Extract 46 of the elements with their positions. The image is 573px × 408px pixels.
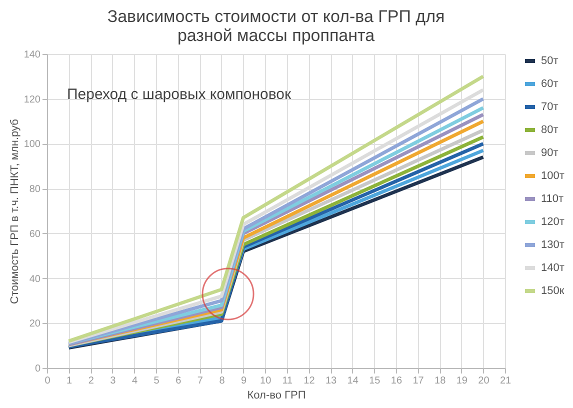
x-tick-label: 5 [154, 376, 160, 386]
x-tick-label: 18 [434, 376, 446, 386]
y-tick-label: 80 [29, 184, 41, 196]
x-tick-label: 16 [390, 376, 402, 386]
legend-label: 60т [541, 78, 558, 90]
x-tick-label: 20 [478, 376, 490, 386]
x-tick-label: 1 [66, 376, 73, 386]
x-tick-label: 10 [260, 376, 272, 386]
x-tick-label: 9 [241, 376, 248, 386]
text: разной массы проппанта [177, 26, 375, 45]
legend-label: 110т [541, 193, 564, 205]
x-tick-label: 13 [325, 376, 338, 386]
x-tick-label: 7 [197, 376, 204, 386]
x-tick-label: 21 [500, 376, 512, 386]
y-tick-label: 140 [24, 50, 41, 60]
x-axis-title: Кол-во ГРП [247, 390, 306, 402]
x-tick-label: 19 [456, 376, 468, 386]
x-tick-label: 15 [369, 376, 381, 386]
x-tick-label: 17 [412, 376, 424, 386]
x-tick-label: 6 [176, 376, 182, 386]
x-tick-label: 2 [88, 376, 94, 386]
legend-label: 150к [541, 285, 564, 297]
legend-label: 130т [541, 239, 564, 251]
y-tick-label: 120 [24, 94, 41, 106]
y-axis-title: Стоимость ГРП в т.ч. ПНКТ, млн.руб [8, 119, 21, 304]
legend-label: 80т [541, 124, 558, 136]
text: Зависимость стоимости от кол-ва ГРП для [107, 7, 445, 26]
y-tick-label: 40 [29, 274, 41, 285]
x-tick-label: 3 [110, 376, 116, 386]
legend-label: 120т [541, 216, 564, 228]
annotation: Переход с шаровых компоновок [67, 86, 292, 103]
legend-label: 50т [541, 55, 558, 67]
y-tick-label: 20 [29, 318, 41, 330]
legend-label: 140т [541, 262, 564, 274]
y-tick-label: 100 [24, 139, 41, 150]
x-tick-label: 0 [44, 376, 51, 386]
x-tick-label: 8 [219, 376, 226, 386]
legend-label: 100т [541, 170, 564, 182]
legend-label: 70т [541, 101, 558, 113]
y-tick-label: 60 [29, 228, 41, 240]
x-tick-label: 4 [132, 376, 138, 386]
x-tick-label: 14 [347, 376, 359, 386]
legend-label: 90т [541, 147, 558, 159]
x-tick-label: 12 [304, 376, 316, 386]
y-tick-label: 0 [34, 364, 41, 374]
x-tick-label: 11 [282, 376, 294, 386]
